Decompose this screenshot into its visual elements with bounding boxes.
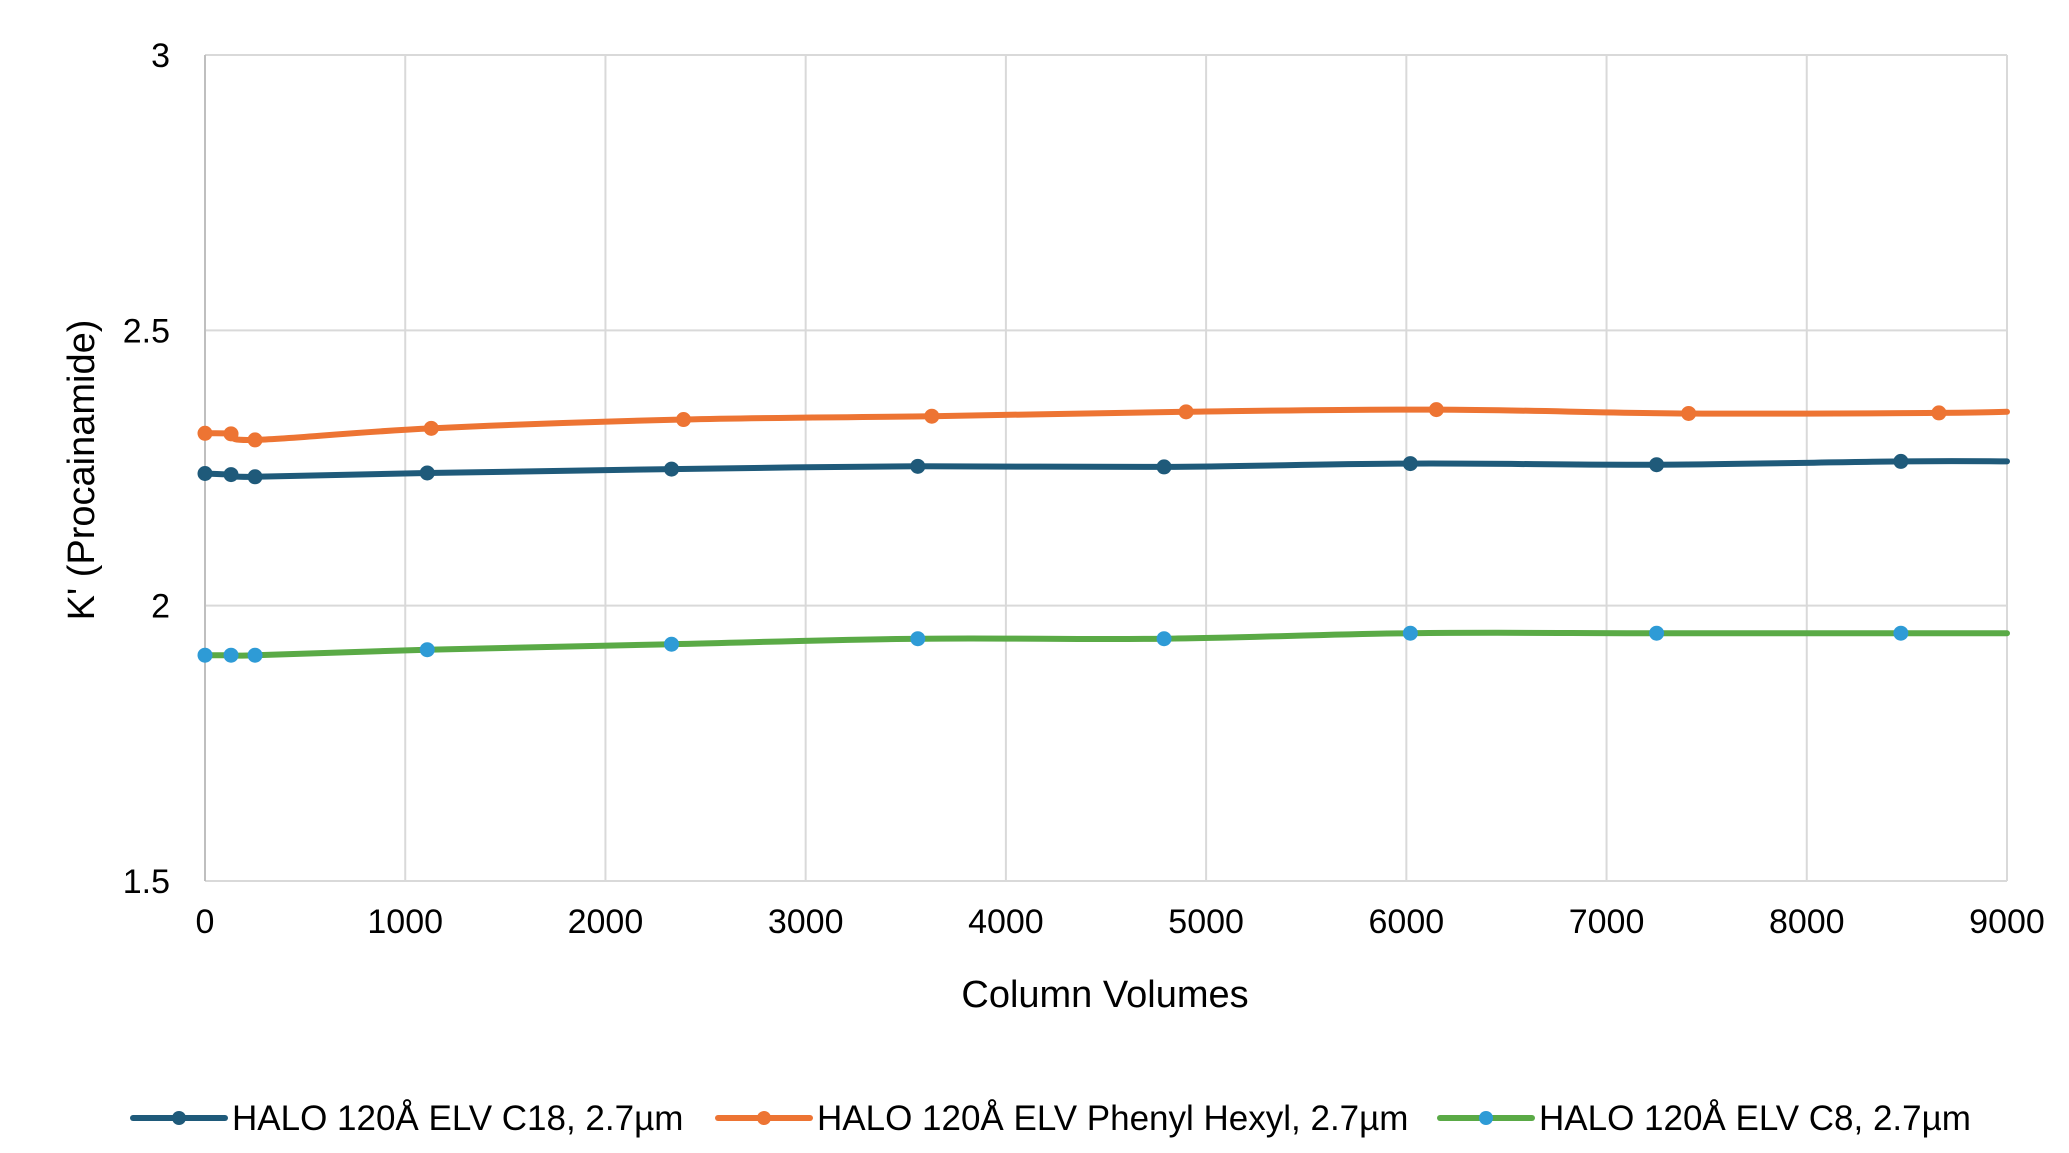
data-point-series-1 [419, 465, 435, 481]
y-tick-label: 3 [151, 37, 170, 75]
x-tick-label: 4000 [968, 903, 1044, 941]
series-line-1 [202, 458, 2010, 480]
x-tick-label: 1000 [367, 903, 443, 941]
data-point-series-1 [1402, 456, 1418, 472]
data-point-series-3 [1893, 625, 1909, 641]
data-point-series-2 [1178, 404, 1194, 420]
x-tick-label: 6000 [1369, 903, 1445, 941]
x-tick-label: 0 [196, 903, 215, 941]
data-point-series-2 [924, 408, 940, 424]
data-point-series-1 [910, 458, 926, 474]
legend-swatch-marker [1479, 1111, 1493, 1125]
legend-label: HALO 120Å ELV Phenyl Hexyl, 2.7µm [817, 1099, 1408, 1138]
series-line-2 [202, 406, 2010, 443]
data-point-series-2 [197, 425, 213, 441]
y-tick-label: 1.5 [123, 863, 170, 901]
series-points [197, 402, 1947, 663]
data-point-series-1 [664, 461, 680, 477]
data-point-series-2 [676, 412, 692, 428]
x-tick-label: 5000 [1168, 903, 1244, 941]
legend-swatch-marker [757, 1111, 771, 1125]
x-tick-label: 2000 [568, 903, 644, 941]
data-point-series-1 [1649, 457, 1665, 473]
x-tick-label: 7000 [1569, 903, 1645, 941]
y-tick-label: 2.5 [123, 312, 170, 350]
data-point-series-2 [1681, 405, 1697, 421]
series-line-3 [202, 629, 2010, 659]
data-point-series-1 [1156, 459, 1172, 475]
data-point-series-3 [1402, 625, 1418, 641]
data-point-series-3 [910, 631, 926, 647]
data-point-series-1 [1893, 453, 1909, 469]
data-point-series-3 [197, 647, 213, 663]
legend-label: HALO 120Å ELV C18, 2.7µm [232, 1099, 683, 1138]
legend-swatch-marker [172, 1111, 186, 1125]
data-point-series-2 [223, 426, 239, 442]
data-point-series-1 [197, 466, 213, 482]
x-tick-label: 8000 [1769, 903, 1845, 941]
data-point-series-3 [419, 642, 435, 658]
data-point-series-3 [1156, 631, 1172, 647]
y-axis-title: K' (Procainamide) [61, 320, 103, 621]
y-tick-labels: 1.5 2 2.5 3 [123, 37, 170, 901]
y-tick-label: 2 [151, 588, 170, 626]
legend: HALO 120Å ELV C18, 2.7µm HALO 120Å ELV Ph… [130, 1099, 1971, 1138]
data-point-series-3 [247, 647, 263, 663]
data-point-series-3 [223, 647, 239, 663]
data-point-series-1 [223, 467, 239, 483]
x-tick-label: 9000 [1969, 903, 2045, 941]
legend-label: HALO 120Å ELV C8, 2.7µm [1539, 1099, 1971, 1138]
x-tick-label: 3000 [768, 903, 844, 941]
x-tick-labels: 0 1000 2000 3000 4000 5000 6000 7000 8000 9000 [196, 903, 2045, 941]
series-lines [202, 406, 2010, 659]
data-point-series-2 [423, 420, 439, 436]
data-point-series-1 [247, 469, 263, 485]
data-point-series-2 [1428, 402, 1444, 418]
data-point-series-3 [1649, 625, 1665, 641]
data-point-series-2 [1931, 405, 1947, 421]
data-point-series-2 [247, 432, 263, 448]
data-point-series-3 [664, 636, 680, 652]
x-axis-title: Column Volumes [961, 974, 1248, 1016]
